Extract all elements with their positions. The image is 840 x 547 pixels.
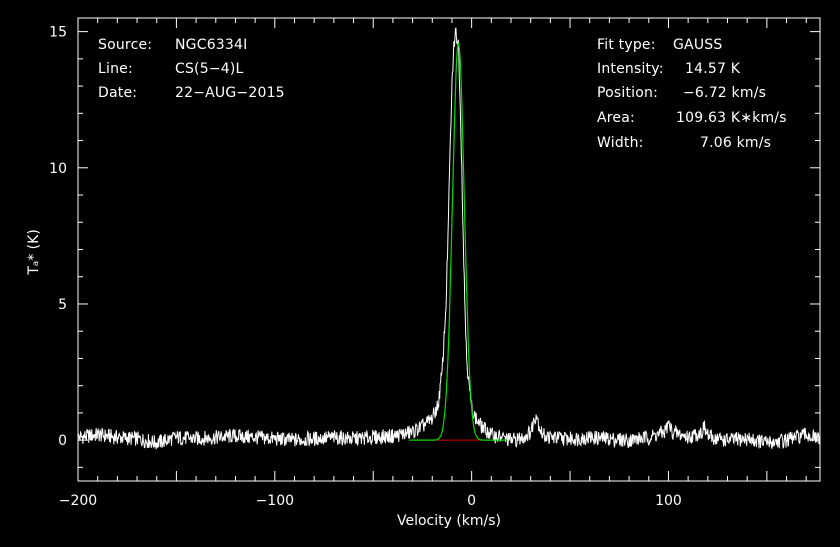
line-label: Line:: [98, 61, 133, 77]
x-tick-label: −100: [256, 493, 294, 509]
width-value: 7.06 km/s: [700, 135, 772, 151]
y-tick-label: 5: [58, 297, 67, 313]
gauss-fit-line: [409, 41, 508, 441]
line-value: CS(5−4)L: [175, 61, 244, 77]
width-label: Width:: [597, 135, 644, 151]
x-tick-label: 0: [467, 493, 476, 509]
y-tick-label: 15: [49, 25, 67, 41]
y-tick-label: 0: [58, 433, 67, 449]
position-label: Position:: [597, 85, 659, 101]
x-axis-label: Velocity (km/s): [397, 513, 501, 529]
x-tick-label: 100: [655, 493, 682, 509]
date-value: 22−AUG−2015: [175, 85, 285, 101]
axis-ticks: [77, 18, 820, 481]
intensity-value: 14.57 K: [685, 61, 741, 77]
spectrum-line: [77, 27, 821, 450]
axis-tick-labels: −200 −100 0 100 0 5 10 15: [49, 25, 682, 509]
source-label: Source:: [98, 37, 153, 53]
fit-type-label: Fit type:: [597, 37, 656, 53]
date-label: Date:: [98, 85, 138, 101]
area-label: Area:: [597, 110, 635, 126]
area-value: 109.63 K∗km/s: [676, 110, 787, 126]
intensity-label: Intensity:: [597, 61, 664, 77]
x-tick-label: −200: [59, 493, 97, 509]
source-value: NGC6334I: [175, 37, 248, 53]
y-tick-label: 10: [49, 161, 67, 177]
y-axis-label: Tₐ* (K): [26, 229, 42, 276]
fit-type-value: GAUSS: [673, 37, 723, 53]
position-value: −6.72 km/s: [683, 85, 767, 101]
